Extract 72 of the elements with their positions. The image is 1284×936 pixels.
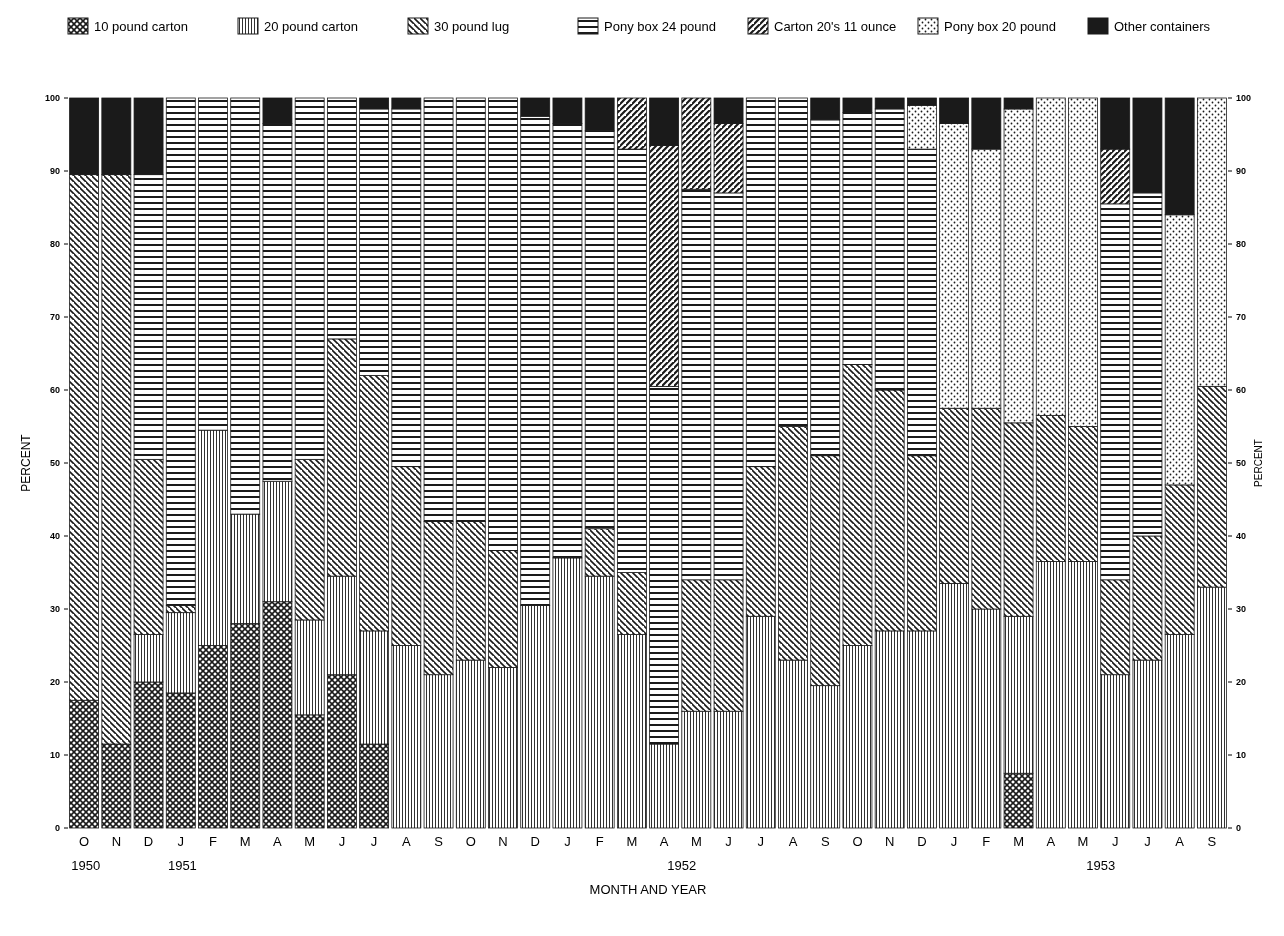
legend-label: Pony box 24 pound [604,19,717,34]
y2-tick-label: 50 [1236,458,1247,469]
x-tick-label: M [1013,834,1024,849]
x-tick-label: A [788,834,798,849]
y2-tick-label: 20 [1236,677,1247,688]
text: 1953 [1086,858,1116,873]
x-tick-label: J [725,834,732,849]
x-tick-label: M [304,834,316,849]
y2-tick-label: 40 [1236,531,1247,542]
x-tick-label: A [659,834,669,849]
x-tick-label: J [338,834,346,849]
y2-axis-title: PERCENT [1253,439,1264,487]
y-tick-label: 60 [49,385,60,396]
legend-label: Other containers [1114,19,1211,34]
x-tick-label: M [1077,834,1089,849]
y-tick-label: 30 [49,604,60,615]
y2-tick-label: 90 [1236,166,1247,177]
legend-label: Carton 20's 11 ounce [774,19,897,34]
x-tick-label: D [917,834,927,849]
y-tick-label: 70 [49,312,60,323]
x-tick-label: F [595,834,604,849]
x-tick-label: N [498,834,508,849]
x-tick-label: A [1046,834,1056,849]
y-tick-label: 100 [44,93,60,104]
legend-label: 10 pound carton [94,19,188,34]
y-tick-label: 50 [49,458,60,469]
y2-tick-label: 70 [1236,312,1247,323]
text: 1950 [71,858,101,873]
x-axis-title: MONTH AND YEAR [589,882,707,897]
x-tick-label: J [564,834,571,849]
y2-tick-label: 0 [1236,823,1242,834]
y2-tick-label: 80 [1236,239,1247,250]
x-tick-label: D [143,834,154,849]
y2-tick-label: 100 [1236,93,1252,104]
y-tick-label: 0 [54,823,60,834]
legend-label: Pony box 20 pound [944,19,1057,34]
x-tick-label: A [273,834,283,849]
text: 1951 [167,858,197,873]
text: 1952 [667,858,697,873]
x-tick-label: S [1207,834,1217,849]
x-tick-label: J [177,834,185,849]
x-tick-label: N [111,834,122,849]
x-tick-label: J [1144,834,1151,849]
x-tick-label: M [239,834,251,849]
y-tick-label: 80 [49,239,60,250]
x-tick-label: O [465,834,476,849]
y2-tick-label: 60 [1236,385,1247,396]
x-tick-label: S [820,834,830,849]
x-tick-label: J [757,834,765,849]
y-tick-label: 10 [49,750,60,761]
y-axis-title: PERCENT [19,433,33,492]
legend-label: 30 pound lug [434,19,510,34]
x-tick-label: O [852,834,863,849]
y-tick-label: 90 [49,166,60,177]
x-tick-label: N [884,834,895,849]
x-tick-label: J [950,834,958,849]
x-tick-label: J [1111,834,1119,849]
x-tick-label: A [1175,834,1185,849]
x-tick-label: F [982,834,991,849]
y2-tick-label: 10 [1236,750,1247,761]
x-tick-label: D [530,834,540,849]
x-tick-label: F [209,834,218,849]
y-tick-label: 40 [49,531,60,542]
x-tick-label: M [690,834,702,849]
legend-label: 20 pound carton [264,19,358,34]
x-tick-label: J [370,834,378,849]
y-tick-label: 20 [49,677,60,688]
x-tick-label: O [79,834,90,849]
x-tick-label: M [626,834,638,849]
y2-tick-label: 30 [1236,604,1247,615]
x-tick-label: S [434,834,444,849]
x-tick-label: A [402,834,411,849]
